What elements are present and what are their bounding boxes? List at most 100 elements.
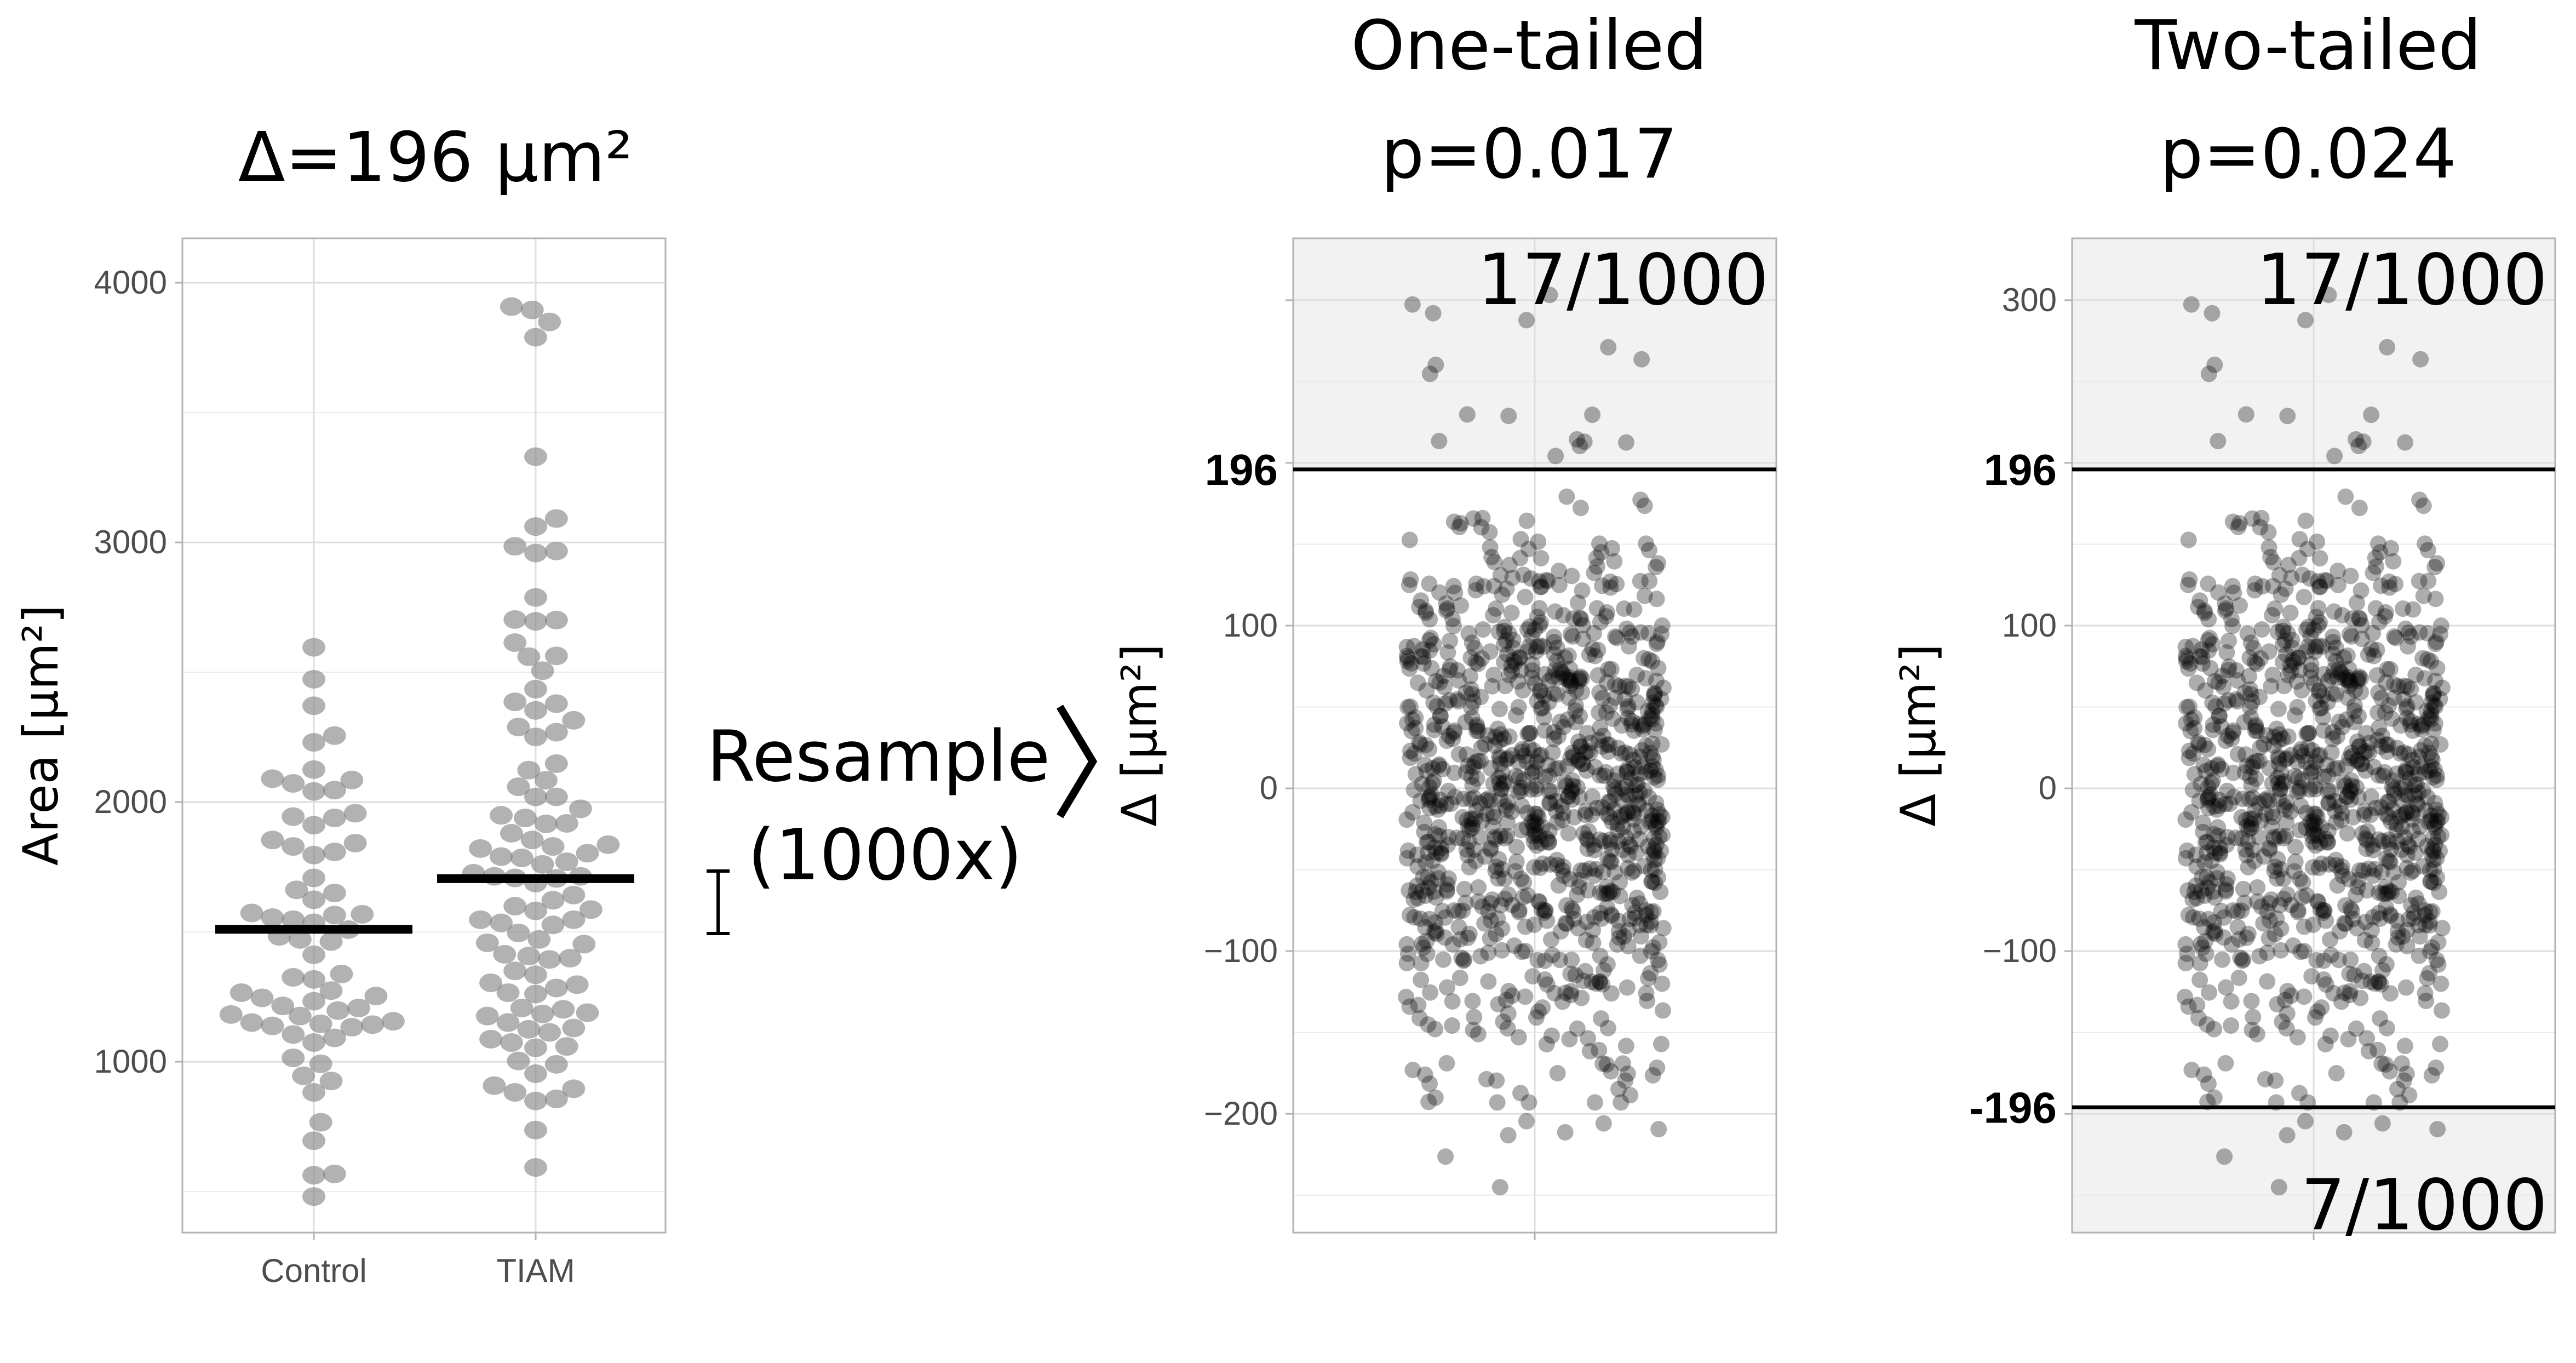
data-point-tiam bbox=[541, 837, 565, 856]
resample-point bbox=[1491, 701, 1508, 718]
resample-point bbox=[2275, 830, 2292, 847]
resample-point bbox=[1523, 814, 1540, 831]
resample-point bbox=[1417, 887, 1434, 904]
resample-point bbox=[1551, 952, 1568, 969]
resample-point bbox=[2357, 762, 2374, 779]
resample-point bbox=[1600, 885, 1617, 902]
resample-point bbox=[1412, 736, 1428, 753]
data-point-tiam bbox=[538, 312, 561, 331]
resample-point bbox=[1521, 618, 1538, 635]
resample-point bbox=[2244, 510, 2261, 527]
data-point-tiam bbox=[490, 913, 513, 932]
resample-point bbox=[2410, 917, 2427, 934]
resample-point bbox=[1491, 775, 1508, 792]
resample-point bbox=[1475, 578, 1492, 595]
resample-point bbox=[1538, 1036, 1555, 1053]
resample-point bbox=[2418, 702, 2435, 719]
resample-point bbox=[2312, 901, 2329, 918]
resample-point bbox=[2205, 924, 2222, 941]
resample-point bbox=[2433, 827, 2450, 844]
resample-point bbox=[1584, 640, 1601, 657]
y-tick-label: 3000 bbox=[94, 524, 167, 560]
resample-point bbox=[2241, 791, 2258, 808]
resample-point bbox=[2426, 715, 2443, 732]
resample-point bbox=[2340, 661, 2357, 678]
resample-point bbox=[2402, 864, 2419, 881]
resample-point bbox=[1581, 745, 1598, 761]
resample-point bbox=[1637, 670, 1654, 687]
resample-point bbox=[1489, 1094, 1506, 1111]
resample-point bbox=[1542, 856, 1559, 873]
resample-point bbox=[2326, 760, 2343, 777]
data-point-tiam bbox=[524, 543, 547, 563]
resample-point bbox=[2370, 767, 2387, 784]
resample-point bbox=[2263, 678, 2280, 695]
resample-point bbox=[1466, 789, 1483, 806]
resample-point bbox=[1414, 882, 1431, 899]
resample-point bbox=[1648, 672, 1665, 689]
resample-point bbox=[2291, 531, 2308, 548]
resample-point bbox=[1523, 669, 1540, 686]
resample-point bbox=[2309, 573, 2326, 590]
resample-point bbox=[1460, 833, 1477, 850]
resample-point bbox=[1602, 853, 1619, 870]
resample-point bbox=[1648, 715, 1665, 732]
resample-point bbox=[2277, 827, 2294, 844]
resample-point bbox=[2270, 748, 2287, 765]
resample-point bbox=[1487, 737, 1504, 754]
resample-point bbox=[1430, 758, 1447, 775]
resample-point bbox=[1432, 708, 1449, 725]
resample-point bbox=[1588, 600, 1605, 617]
data-point-tiam bbox=[507, 923, 530, 942]
resample-point bbox=[2200, 632, 2217, 649]
resample-point bbox=[2309, 809, 2326, 826]
resample-point bbox=[1607, 689, 1623, 706]
resample-point bbox=[2380, 736, 2397, 753]
resample-point bbox=[1654, 1002, 1671, 1019]
resample-point bbox=[1493, 726, 1510, 743]
resample-point bbox=[2350, 610, 2367, 627]
data-point-tiam bbox=[510, 998, 533, 1017]
resample-point bbox=[2342, 782, 2359, 799]
resample-point bbox=[1541, 768, 1558, 784]
resample-point bbox=[1572, 668, 1589, 685]
resample-point bbox=[1494, 764, 1511, 781]
resample-point bbox=[1592, 884, 1609, 901]
resample-point bbox=[2224, 617, 2241, 634]
resample-point bbox=[2195, 823, 2212, 840]
resample-point bbox=[2298, 621, 2315, 638]
resample-point bbox=[1634, 718, 1651, 735]
resample-point bbox=[2394, 928, 2411, 945]
resample-point bbox=[2206, 889, 2223, 906]
resample-point bbox=[1510, 783, 1527, 800]
resample-point bbox=[2316, 902, 2333, 919]
resample-point bbox=[1653, 843, 1669, 860]
resample-point bbox=[1415, 939, 1432, 956]
resample-point bbox=[2365, 564, 2382, 581]
resample-point bbox=[2261, 895, 2277, 912]
resample-point bbox=[2206, 922, 2223, 939]
data-point-tiam bbox=[524, 517, 547, 536]
resample-point bbox=[2378, 1020, 2395, 1036]
resample-point bbox=[2255, 848, 2272, 865]
data-point-tiam bbox=[524, 1120, 547, 1139]
resample-point bbox=[2253, 621, 2270, 638]
resample-point bbox=[1570, 733, 1587, 750]
resample-point bbox=[1480, 903, 1497, 920]
resample-point bbox=[2233, 902, 2250, 919]
data-point-tiam bbox=[596, 835, 620, 854]
resample-point bbox=[1634, 758, 1651, 775]
resample-point bbox=[1444, 993, 1461, 1010]
resample-point bbox=[1563, 791, 1580, 808]
resample-point bbox=[2428, 767, 2445, 784]
resample-point bbox=[2374, 885, 2391, 902]
resample-point bbox=[1591, 535, 1608, 552]
resample-point bbox=[2195, 1066, 2212, 1083]
resample-point bbox=[1563, 783, 1580, 800]
resample-point bbox=[1490, 996, 1507, 1013]
resample-point bbox=[1563, 782, 1580, 799]
resample-point bbox=[1646, 851, 1663, 868]
resample-point bbox=[1485, 577, 1502, 594]
resample-point bbox=[1480, 973, 1497, 990]
resample-point bbox=[2406, 777, 2423, 794]
